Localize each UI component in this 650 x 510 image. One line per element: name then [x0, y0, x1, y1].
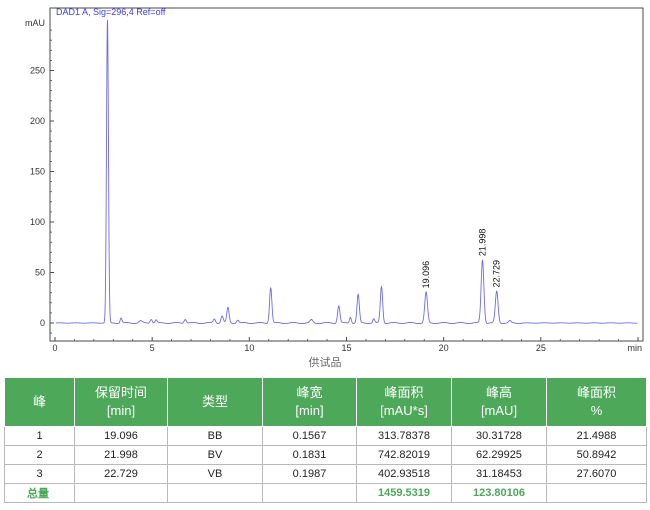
header-peak-line1: 峰 — [32, 394, 46, 409]
header-peak-area: 峰面积 [mAU*s] — [356, 377, 452, 427]
cell-peak-height: 62.29925 — [451, 445, 547, 465]
cell-type: VB — [167, 464, 263, 484]
cell-peak-width: 0.1987 — [262, 464, 357, 484]
signal-label: DAD1 A, Sig=296,4 Ref=off — [56, 7, 166, 17]
x-tick-label: 10 — [244, 343, 254, 352]
trace-group — [55, 19, 638, 325]
header-peak-width-line1: 峰宽 — [296, 385, 323, 400]
total-cell-empty — [546, 483, 647, 503]
cell-retention-time: 21.998 — [74, 445, 168, 465]
cell-type: BV — [167, 445, 263, 465]
total-peak-area: 1459.5319 — [356, 483, 452, 503]
chromatogram-chart: 0 50 100 150 200 250 mAU 0 5 10 15 20 25 min 19.096 21… — [0, 0, 650, 352]
cell-peak: 3 — [4, 464, 75, 484]
peak-label: 19.096 — [421, 261, 431, 289]
table-row: 1 19.096 BB 0.1567 313.78378 30.31728 21… — [4, 426, 647, 446]
header-retention-time-line2: [min] — [106, 403, 136, 418]
table-row: 3 22.729 VB 0.1987 402.93518 31.18453 27… — [4, 464, 647, 484]
peak-labels: 19.096 21.998 22.729 — [421, 229, 502, 289]
chart-caption: 供试品 — [308, 357, 342, 369]
cell-peak-height: 30.31728 — [451, 426, 547, 446]
y-tick-label: 250 — [30, 66, 45, 76]
x-tick-label: min — [627, 343, 642, 352]
cell-retention-time: 22.729 — [74, 464, 168, 484]
total-peak-height: 123.80106 — [451, 483, 547, 503]
header-peak-width: 峰宽 [min] — [262, 377, 357, 427]
header-area-percent-line1: 峰面积 — [576, 385, 616, 400]
cell-peak-width: 0.1567 — [262, 426, 357, 446]
header-retention-time-line1: 保留时间 — [94, 385, 147, 400]
cell-peak-height: 31.18453 — [451, 464, 547, 484]
peak-label: 22.729 — [492, 260, 502, 288]
cell-peak: 2 — [4, 445, 75, 465]
header-peak-height-line1: 峰高 — [485, 385, 512, 400]
chromatogram-svg: 0 50 100 150 200 250 mAU 0 5 10 15 20 25 min 19.096 21… — [0, 0, 650, 352]
cell-peak: 1 — [4, 426, 75, 446]
y-tick-label: 0 — [40, 318, 45, 328]
header-retention-time: 保留时间 [min] — [74, 377, 168, 427]
header-area-percent-line2: % — [590, 403, 603, 418]
header-type: 类型 — [167, 377, 263, 427]
peak-label: 21.998 — [477, 229, 487, 257]
y-tick-label: 200 — [30, 116, 45, 126]
header-peak-area-line1: 峰面积 — [384, 385, 424, 400]
header-area-percent: 峰面积 % — [546, 377, 647, 427]
x-tick-label: 5 — [150, 343, 155, 352]
y-tick-label: 50 — [35, 268, 45, 278]
chart-background — [0, 0, 650, 352]
header-peak: 峰 — [4, 377, 75, 427]
header-type-line1: 类型 — [201, 394, 228, 409]
total-cell-empty — [74, 483, 168, 503]
table-header-row: 峰 保留时间 [min] 类型 峰宽 [min] 峰面积 [mAU*s] 峰高 … — [4, 377, 647, 427]
header-peak-height-line2: [mAU] — [480, 403, 518, 418]
total-row: 总量 1459.5319 123.80106 — [4, 483, 647, 503]
header-peak-width-line2: [min] — [295, 403, 324, 418]
cell-area-percent: 27.6070 — [546, 464, 647, 484]
peak-table: 峰 保留时间 [min] 类型 峰宽 [min] 峰面积 [mAU*s] 峰高 … — [4, 377, 647, 503]
cell-peak-width: 0.1831 — [262, 445, 357, 465]
x-tick-label: 0 — [52, 343, 57, 352]
cell-area-percent: 21.4988 — [546, 426, 647, 446]
y-tick-label: 150 — [30, 167, 45, 177]
x-tick-label: 20 — [439, 343, 449, 352]
y-axis-unit: mAU — [25, 18, 45, 28]
total-cell-empty — [262, 483, 357, 503]
total-cell-empty — [167, 483, 263, 503]
header-peak-height: 峰高 [mAU] — [451, 377, 547, 427]
cell-area-percent: 50.8942 — [546, 445, 647, 465]
y-tick-label: 100 — [30, 217, 45, 227]
cell-peak-area: 402.93518 — [356, 464, 452, 484]
chromatogram-trace-0 — [55, 19, 638, 325]
cell-type: BB — [167, 426, 263, 446]
x-tick-label: 15 — [341, 343, 351, 352]
cell-retention-time: 19.096 — [74, 426, 168, 446]
table-row: 2 21.998 BV 0.1831 742.82019 62.29925 50… — [4, 445, 647, 465]
header-peak-area-line2: [mAU*s] — [380, 403, 428, 418]
cell-peak-area: 742.82019 — [356, 445, 452, 465]
x-tick-label: 25 — [536, 343, 546, 352]
cell-peak-area: 313.78378 — [356, 426, 452, 446]
axes: 0 50 100 150 200 250 mAU 0 5 10 15 20 25 min — [25, 7, 644, 352]
total-label: 总量 — [4, 483, 75, 503]
